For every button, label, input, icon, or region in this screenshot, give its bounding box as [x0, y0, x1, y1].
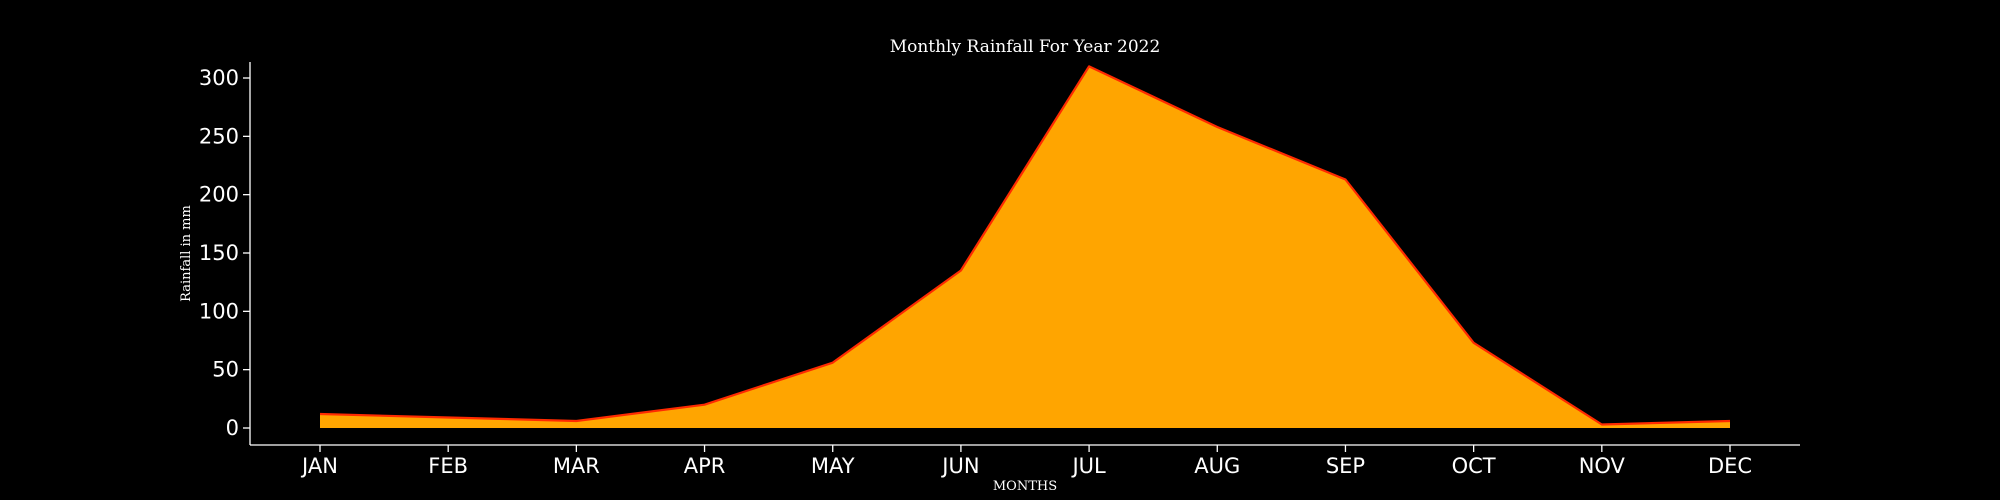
baseline-band [320, 424, 1730, 428]
y-tick-label: 50 [212, 358, 239, 382]
x-tick-label: DEC [1708, 454, 1752, 478]
y-tick-label: 150 [199, 241, 239, 265]
y-tick-label: 250 [199, 124, 239, 148]
x-tick-label: MAR [553, 454, 600, 478]
x-tick-label: JAN [300, 454, 338, 478]
y-tick-label: 300 [199, 66, 239, 90]
y-tick-label: 0 [226, 416, 239, 440]
x-axis-label: MONTHS [993, 479, 1057, 494]
x-tick-label: FEB [428, 454, 468, 478]
chart-title: Monthly Rainfall For Year 2022 [890, 37, 1161, 57]
rainfall-area [320, 66, 1730, 428]
y-tick-label: 200 [199, 183, 239, 207]
rainfall-series-line [319, 65, 1731, 426]
x-tick-label: JUL [1070, 454, 1106, 478]
y-ticks: 0 50 100 150 200 250 300 [199, 66, 250, 440]
x-ticks: JAN FEB MAR APR MAY JUN JUL AUG SEP OCT NOV DEC [300, 445, 1752, 478]
plot-area [319, 65, 1731, 428]
x-tick-label: SEP [1326, 454, 1365, 478]
x-tick-label: OCT [1452, 454, 1496, 478]
x-tick-label: JUN [940, 454, 979, 478]
y-axis-label: Rainfall in mm [179, 205, 194, 302]
x-tick-label: NOV [1579, 454, 1626, 478]
x-tick-label: APR [684, 454, 726, 478]
x-tick-label: AUG [1194, 454, 1240, 478]
x-tick-label: MAY [811, 454, 855, 478]
y-tick-label: 100 [199, 299, 239, 323]
